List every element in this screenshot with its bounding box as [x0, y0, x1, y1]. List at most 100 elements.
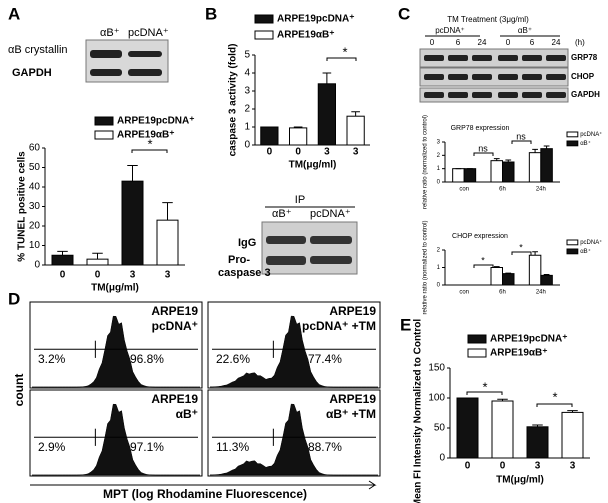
x-tick-label: 0 — [267, 147, 273, 158]
blot-row-label: caspase 3 — [218, 267, 271, 279]
band — [546, 92, 566, 98]
panel-label: A — [8, 4, 20, 23]
annotation: ns — [478, 143, 488, 153]
flow-sample: pcDNA⁺ — [152, 319, 198, 333]
error-bar — [567, 410, 578, 413]
band — [522, 74, 542, 80]
band — [310, 236, 352, 244]
panel-label: B — [205, 4, 217, 23]
x-axis-label: TM(μg/ml) — [496, 475, 544, 486]
legend-label: αB⁺ — [580, 248, 591, 255]
y-axis-label: caspase 3 activity (fold) — [228, 44, 239, 157]
error-bar — [532, 148, 538, 153]
band — [448, 74, 468, 80]
error-bar — [57, 250, 68, 256]
band — [498, 74, 518, 80]
band — [266, 236, 306, 244]
annotation: * — [482, 379, 487, 394]
flow-sample: pcDNA⁺ +TM — [302, 319, 376, 333]
bar — [561, 411, 584, 459]
legend-swatch — [566, 131, 579, 138]
blot-row-label: CHOP — [571, 72, 595, 81]
error-bar — [505, 159, 512, 162]
blot — [419, 48, 569, 68]
error-bar — [322, 72, 332, 84]
y-tick-label: 0 — [34, 260, 40, 271]
blot-group-label: αB⁺ — [518, 26, 532, 35]
band — [424, 74, 444, 80]
flow-percent: 22.6% — [216, 352, 250, 366]
y-tick-label: 0 — [244, 140, 250, 151]
bar — [502, 273, 515, 286]
bar — [289, 127, 308, 146]
flow-sample: ARPE19 — [329, 304, 376, 318]
band — [310, 256, 352, 264]
flow-sample: ARPE19 — [329, 392, 376, 406]
legend-label: ARPE19pcDNA⁺ — [117, 116, 195, 127]
y-axis-label: relative ratio (normalized to control) — [423, 220, 429, 314]
error-bar — [493, 158, 500, 161]
significance-bracket — [473, 264, 494, 268]
legend-label: ARPE19pcDNA⁺ — [277, 14, 355, 25]
y-tick-label: 3 — [437, 140, 441, 146]
blot-lane-label: αB⁺ — [100, 27, 120, 39]
flow-histogram — [209, 403, 378, 476]
error-bar — [543, 274, 550, 276]
y-axis-label: relative ratio (normalized to control) — [423, 115, 429, 209]
legend-swatch — [566, 140, 579, 147]
flow-percent: 11.3% — [216, 440, 249, 454]
legend-swatch — [566, 239, 579, 246]
error-bar — [532, 424, 543, 427]
band — [546, 74, 566, 80]
bar — [491, 400, 514, 459]
blot-header: IP — [295, 194, 305, 206]
flow-percent: 3.2% — [38, 352, 66, 366]
x-tick-label: 3 — [535, 461, 541, 472]
y-tick-label: 4 — [244, 68, 250, 79]
bar — [502, 161, 515, 183]
x-tick-label: 6h — [499, 290, 506, 296]
y-axis-label: Mean FI Intensity Normalized to Control — [413, 319, 424, 503]
x-tick-label: 3 — [165, 270, 171, 281]
y-tick-label: 50 — [29, 162, 41, 173]
blot — [419, 87, 569, 103]
legend-swatch — [254, 30, 274, 40]
flow-percent: 97.1% — [130, 440, 164, 454]
annotation: * — [552, 389, 557, 404]
flow-sample: ARPE19 — [151, 392, 198, 406]
error-bar — [505, 272, 512, 274]
blot-row-label: GRP78 — [571, 53, 598, 62]
annotation: * — [342, 44, 347, 59]
blot-time-label: 24 — [552, 38, 561, 47]
x-tick-label: con — [459, 187, 469, 193]
error-bar — [493, 266, 500, 268]
legend-swatch — [94, 130, 114, 140]
y-tick-label: 2 — [437, 248, 441, 254]
bar — [490, 160, 503, 183]
flow-percent: 77.4% — [308, 352, 342, 366]
x-tick-label: 0 — [465, 461, 471, 472]
bar — [452, 168, 465, 183]
x-axis-label: MPT (log Rhodamine Fluorescence) — [103, 487, 307, 501]
y-tick-label: 30 — [29, 201, 41, 212]
blot-group-label: pcDNA⁺ — [435, 26, 465, 35]
blot-title: TM Treatment (3μg/ml) — [447, 15, 529, 24]
x-tick-label: 6h — [499, 187, 506, 193]
chart-title: CHOP expression — [452, 233, 508, 240]
x-axis-label: TM(μg/ml) — [91, 283, 139, 294]
blot-row-label: GAPDH — [571, 90, 600, 99]
legend-swatch — [566, 248, 579, 255]
bar — [346, 115, 365, 146]
y-tick-label: 3 — [244, 86, 250, 97]
y-tick-label: 0 — [437, 180, 441, 186]
y-tick-label: 50 — [434, 423, 446, 434]
bar — [121, 180, 144, 266]
flow-percent: 88.7% — [308, 440, 342, 454]
bar — [528, 152, 542, 183]
blot-row-label: IgG — [238, 237, 256, 249]
band — [522, 55, 542, 61]
blot-lane-label: pcDNA⁺ — [128, 27, 169, 39]
band — [424, 55, 444, 61]
x-tick-label: 3 — [570, 461, 576, 472]
